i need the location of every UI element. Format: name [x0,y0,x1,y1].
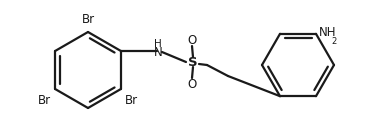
Text: O: O [187,78,197,90]
Text: 2: 2 [331,37,336,46]
Text: O: O [187,33,197,47]
Text: H: H [154,39,162,49]
Text: NH: NH [319,26,336,39]
Text: Br: Br [81,13,94,26]
Text: N: N [154,46,162,58]
Text: Br: Br [38,94,51,107]
Text: Br: Br [125,94,138,107]
Text: S: S [188,55,198,69]
